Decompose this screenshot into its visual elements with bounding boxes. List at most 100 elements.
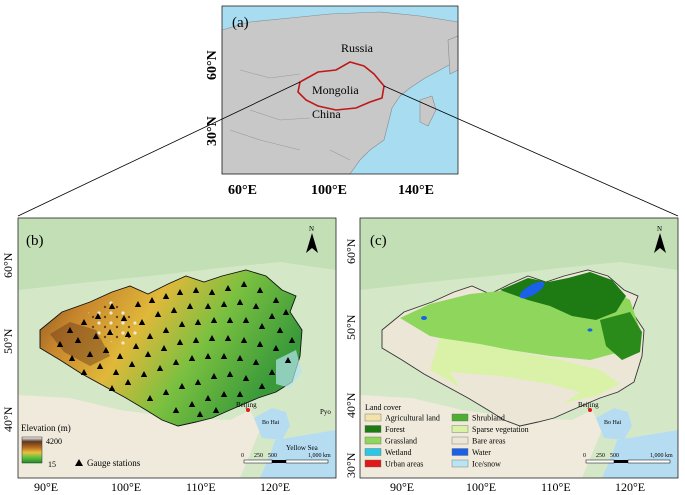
panel-b-lon-tick: 110°E — [186, 480, 216, 494]
landcover-label: Wetland — [385, 448, 411, 457]
landcover-label: Urban areas — [385, 460, 423, 469]
gauge-station-icon — [192, 337, 200, 343]
panel-c-forest-east — [600, 312, 642, 360]
gauge-station-icon — [204, 353, 212, 359]
station-legend-label: Gauge stations — [87, 458, 141, 468]
panel-c-label: (c) — [370, 233, 387, 249]
panel-b-mountain-shadow — [50, 322, 110, 366]
landcover-swatch — [364, 459, 382, 468]
gauge-station-icon — [212, 407, 220, 413]
svg-text:500: 500 — [610, 453, 619, 459]
gauge-station-icon — [258, 383, 266, 389]
gauge-station-icon — [256, 287, 264, 293]
panel-c-forest — [500, 272, 626, 320]
gauge-station-icon — [108, 385, 116, 391]
landcover-legend-item: Grassland — [364, 436, 417, 446]
landcover-legend-item: Shrubland — [451, 414, 505, 423]
gauge-station-icon — [272, 345, 280, 351]
zoom-line-left — [17, 81, 301, 217]
elevation-colorbar — [21, 436, 43, 464]
gauge-station-icon — [220, 391, 228, 397]
panel-c-dry-region — [360, 395, 602, 478]
landcover-legend-item: Sparse vegetation — [451, 425, 529, 434]
panel-c-frame — [359, 217, 679, 479]
gauge-station-icon — [268, 313, 276, 319]
panel-c: Beijing Bo Hai (c) N 60°N 50°N 40°N 30°N… — [344, 217, 679, 494]
panel-a: (a) Russia Mongolia China 60°N 30°N 60°E… — [205, 5, 459, 198]
landcover-label: Water — [472, 448, 491, 457]
gauge-station-icon — [242, 317, 250, 323]
gauge-station-icon — [186, 303, 194, 309]
panel-c-lat-tick: 30°N — [344, 452, 358, 478]
panel-c-bohai — [596, 408, 632, 440]
gauge-station-icon — [124, 379, 132, 385]
gauge-station-icon — [226, 371, 234, 377]
gauge-station-icon — [252, 359, 260, 365]
landcover-legend-title: Land cover — [365, 403, 402, 412]
gauge-station-icon — [92, 333, 100, 339]
panel-b-lon-tick: 90°E — [34, 480, 58, 494]
gauge-station-icon — [176, 289, 184, 295]
beijing-label: Beijing — [236, 401, 257, 409]
landcover-swatch — [364, 425, 382, 433]
gauge-station-icon — [120, 315, 128, 321]
gauge-station-icon — [256, 341, 264, 347]
gauge-station-icon — [144, 351, 152, 357]
gauge-station-icon — [240, 337, 248, 343]
panel-b-dry-region — [18, 395, 260, 478]
gauge-station-icon — [192, 287, 200, 293]
panel-b-forest-tint — [18, 218, 336, 290]
landcover-legend-item: Water — [451, 448, 491, 457]
landcover-legend-item: Bare areas — [451, 437, 506, 446]
beijing-marker — [246, 408, 250, 412]
panel-c-lat-tick: 40°N — [344, 392, 358, 418]
gauge-station-icon — [204, 303, 212, 309]
gauge-station-icon — [170, 307, 178, 313]
gauge-station-icon — [288, 337, 296, 343]
gauge-station-icon — [176, 339, 184, 345]
panel-c-bare-areas — [450, 372, 580, 414]
gauge-station-icon — [66, 327, 74, 333]
gauge-station-icon — [188, 401, 196, 407]
panel-c-lon-tick: 90°E — [390, 480, 414, 494]
panel-b-bohai — [254, 408, 290, 440]
gauge-station-icon — [172, 407, 180, 413]
panel-a-frame — [221, 5, 459, 175]
svg-text:1,000 km: 1,000 km — [650, 453, 673, 459]
panel-c-lake — [421, 316, 427, 320]
landcover-swatch — [364, 413, 382, 422]
landcover-legend-item: Forest — [364, 425, 406, 434]
panel-b-eastern-lowland — [276, 350, 302, 388]
station-legend-icon — [75, 459, 83, 466]
gauge-station-icon — [140, 371, 148, 377]
gauge-station-icon — [138, 319, 146, 325]
north-arrow-icon: N — [306, 225, 318, 253]
panel-b-frame — [17, 217, 337, 479]
gauge-station-icon — [194, 319, 202, 325]
panel-b-lat-tick: 60°N — [1, 252, 15, 278]
gauge-station-icon — [210, 317, 218, 323]
gauge-station-icon — [236, 299, 244, 305]
landcover-swatch — [364, 436, 382, 445]
landcover-swatch — [451, 448, 469, 456]
country-label-russia: Russia — [341, 41, 374, 55]
svg-text:500: 500 — [268, 453, 277, 459]
landcover-legend: Land cover Agricultural land Shrubland For… — [364, 403, 529, 469]
gauge-station-icon — [160, 345, 168, 351]
panel-c-forest-tint — [360, 218, 678, 290]
panel-c-sea — [602, 430, 678, 478]
landcover-legend-item: Urban areas — [364, 459, 423, 469]
elevation-max: 4200 — [46, 437, 62, 446]
gauge-station-icon — [226, 317, 234, 323]
bohai-label: Bo Hai — [604, 420, 621, 426]
gauge-station-icon — [96, 363, 104, 369]
gauge-station-icon — [146, 395, 154, 401]
panel-c-lon-tick: 110°E — [541, 480, 571, 494]
bohai-label: Bo Hai — [262, 420, 279, 426]
gauge-station-icon — [194, 379, 202, 385]
beijing-marker — [588, 408, 592, 412]
panel-a-label: (a) — [232, 15, 249, 31]
gauge-stations — [56, 281, 296, 417]
landcover-label: Bare areas — [472, 437, 506, 446]
